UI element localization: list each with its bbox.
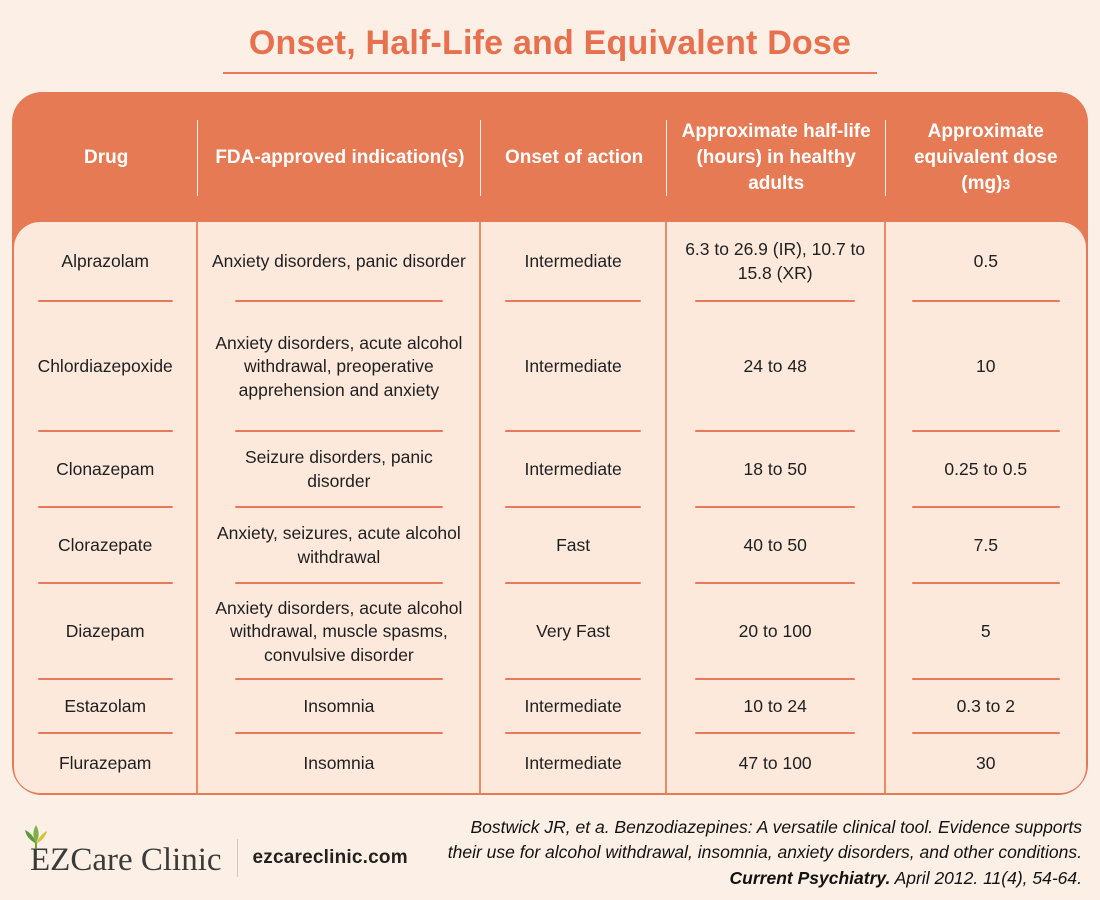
cell-onset: Intermediate: [481, 680, 667, 734]
drug-table: Alprazolam Anxiety disorders, panic diso…: [14, 222, 1086, 793]
table-body: Alprazolam Anxiety disorders, panic diso…: [14, 222, 1086, 793]
header-cell-dose: Approximate equivalent dose (mg)3: [886, 94, 1086, 222]
page-title: Onset, Half-Life and Equivalent Dose: [222, 24, 878, 74]
cell-dose: 0.3 to 2: [886, 680, 1086, 734]
site-url: ezcareclinic.com: [252, 847, 408, 869]
cell-drug: Clorazepate: [14, 508, 199, 584]
cell-dose: 0.5: [886, 222, 1086, 302]
cell-onset: Intermediate: [481, 734, 667, 793]
logo-block: EZCare Clinic ezcareclinic.com: [24, 824, 408, 879]
citation-journal: Current Psychiatry.: [729, 867, 891, 888]
cell-indication: Anxiety disorders, acute alcohol withdra…: [198, 584, 482, 680]
table-row: Alprazolam Anxiety disorders, panic diso…: [14, 222, 1086, 302]
table-row: Estazolam Insomnia Intermediate 10 to 24…: [14, 680, 1086, 734]
cell-indication: Insomnia: [198, 734, 482, 793]
cell-indication: Seizure disorders, panic disorder: [198, 432, 482, 508]
cell-drug: Chlordiazepoxide: [14, 302, 199, 432]
citation-line-3: Current Psychiatry. April 2012. 11(4), 5…: [408, 866, 1082, 891]
header-cell-onset: Onset of action: [481, 94, 668, 222]
header-cell-drug: Drug: [14, 94, 199, 222]
cell-drug: Clonazepam: [14, 432, 199, 508]
cell-half-life: 40 to 50: [667, 508, 886, 584]
table-row: Clorazepate Anxiety, seizures, acute alc…: [14, 508, 1086, 584]
cell-half-life: 24 to 48: [667, 302, 886, 432]
citation-line-2: their use for alcohol withdrawal, insomn…: [447, 842, 1082, 863]
cell-onset: Intermediate: [481, 222, 667, 302]
cell-half-life: 20 to 100: [667, 584, 886, 680]
table-row: Clonazepam Seizure disorders, panic diso…: [14, 432, 1086, 508]
citation-issue: April 2012. 11(4), 54-64.: [890, 867, 1082, 888]
cell-onset: Intermediate: [481, 432, 667, 508]
cell-dose: 10: [886, 302, 1086, 432]
cell-dose: 0.25 to 0.5: [886, 432, 1086, 508]
cell-half-life: 18 to 50: [667, 432, 886, 508]
clinic-name: EZCare Clinic: [30, 841, 222, 878]
cell-onset: Intermediate: [481, 302, 667, 432]
cell-half-life: 47 to 100: [667, 734, 886, 793]
logo-divider: [236, 839, 238, 878]
cell-indication: Insomnia: [198, 680, 482, 734]
title-area: Onset, Half-Life and Equivalent Dose: [0, 0, 1100, 90]
cell-onset: Fast: [481, 508, 667, 584]
cell-dose: 5: [886, 584, 1086, 680]
cell-indication: Anxiety disorders, acute alcohol withdra…: [198, 302, 482, 432]
cell-indication: Anxiety disorders, panic disorder: [198, 222, 482, 302]
citation: Bostwick JR, et a. Benzodiazepines: A ve…: [408, 815, 1084, 891]
clinic-logo: EZCare Clinic: [24, 824, 222, 879]
header-cell-indications: FDA-approved indication(s): [198, 94, 482, 222]
cell-dose: 30: [976, 752, 996, 773]
cell-drug: Alprazolam: [14, 222, 199, 302]
cell-drug: Estazolam: [14, 680, 199, 734]
cell-dose: 7.5: [886, 508, 1086, 584]
cell-half-life: 10 to 24: [667, 680, 886, 734]
cell-drug: Flurazepam: [14, 734, 199, 793]
footer: EZCare Clinic ezcareclinic.com Bostwick …: [0, 795, 1100, 891]
table-row: Chlordiazepoxide Anxiety disorders, acut…: [14, 302, 1086, 432]
table-header-row: Drug FDA-approved indication(s) Onset of…: [14, 94, 1086, 222]
cell-half-life: 6.3 to 26.9 (IR), 10.7 to 15.8 (XR): [667, 222, 886, 302]
drug-table-card: Drug FDA-approved indication(s) Onset of…: [12, 92, 1088, 795]
header-cell-half-life: Approximate half-life (hours) in healthy…: [667, 94, 886, 222]
header-dose-label: Approximate equivalent dose (mg): [913, 120, 1058, 195]
citation-line-1: Bostwick JR, et a. Benzodiazepines: A ve…: [470, 817, 1082, 837]
header-dose-superscript: 3: [1002, 176, 1011, 193]
table-row: Diazepam Anxiety disorders, acute alcoho…: [14, 584, 1086, 680]
cell-indication: Anxiety, seizures, acute alcohol withdra…: [198, 508, 482, 584]
leaf-icon: [22, 824, 54, 861]
table-row: Flurazepam Insomnia Intermediate 47 to 1…: [14, 734, 1086, 793]
cell-drug: Diazepam: [14, 584, 199, 680]
cell-onset: Very Fast: [481, 584, 667, 680]
